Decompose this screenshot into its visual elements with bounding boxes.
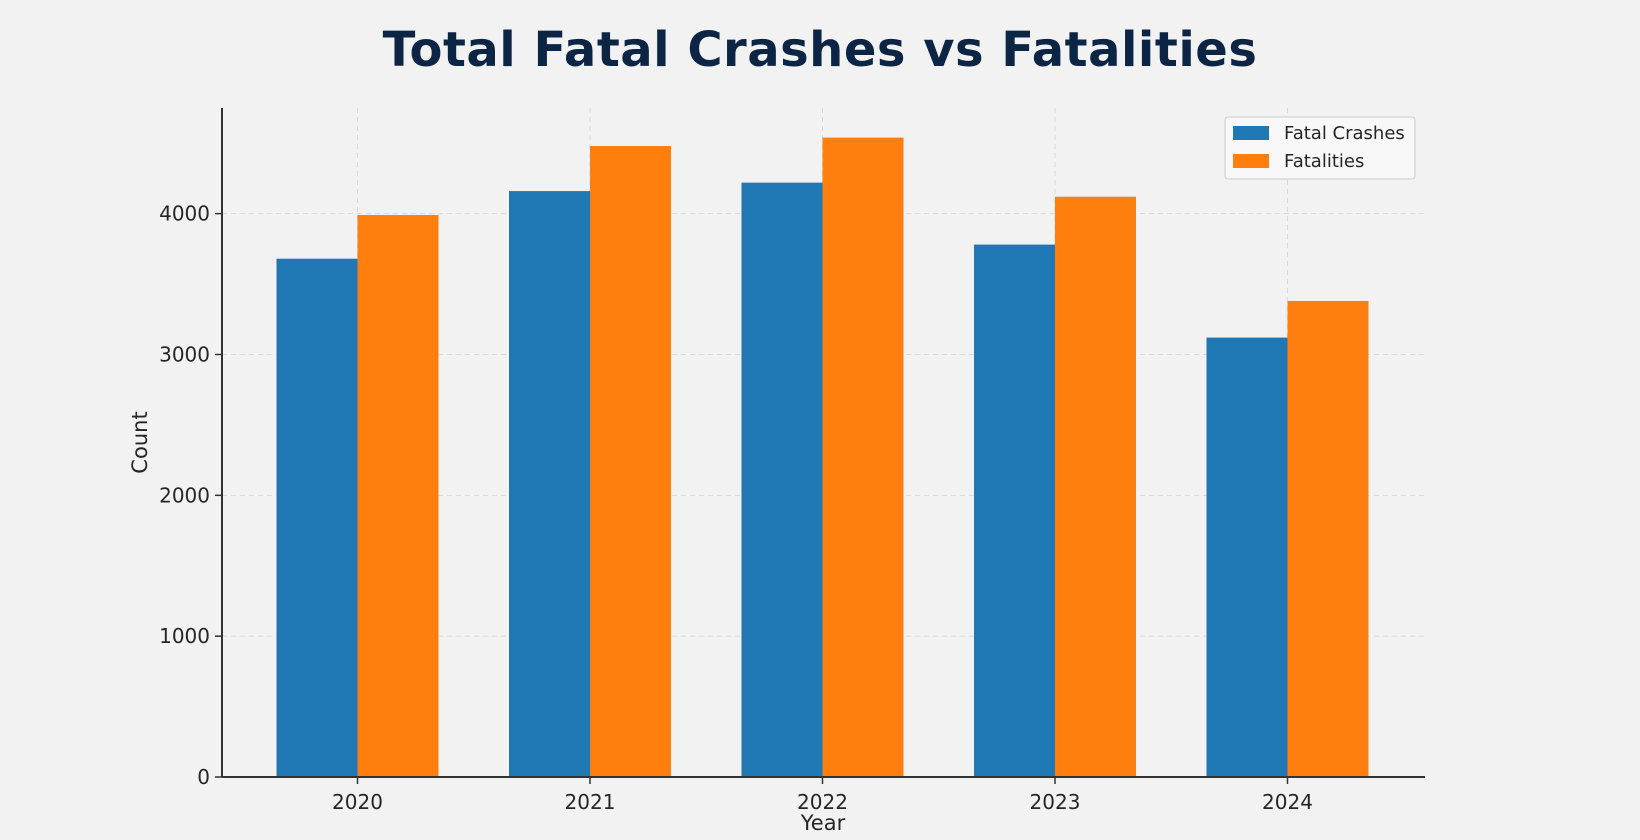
bar-fatalities-2024: [1287, 300, 1369, 777]
legend-frame: [1224, 116, 1416, 180]
bar-fatalities-2020: [357, 215, 439, 778]
x-ticks: 2020 2021 2022 2023 2024: [332, 777, 1313, 814]
bar-fatal-crashes-2020: [276, 258, 358, 777]
y-tick-label: 1000: [159, 624, 210, 648]
chart-title: Total Fatal Crashes vs Fatalities: [382, 22, 1258, 78]
bar-fatal-crashes-2023: [974, 244, 1055, 778]
legend: Fatal Crashes Fatalities: [1224, 116, 1416, 180]
bar-fatal-crashes-2022: [741, 182, 823, 778]
y-tick-label: 3000: [159, 342, 210, 366]
legend-swatch: [1233, 126, 1269, 140]
bar-fatal-crashes-2021: [509, 191, 590, 777]
x-tick-label: 2022: [797, 790, 848, 814]
bar-fatalities-2023: [1055, 196, 1136, 777]
y-tick-label: 2000: [159, 483, 210, 507]
bar-fatalities-2021: [590, 146, 671, 778]
bars-layer: [276, 137, 1369, 778]
x-tick-label: 2024: [1262, 790, 1313, 814]
x-tick-label: 2021: [565, 790, 616, 814]
x-tick-label: 2020: [332, 790, 383, 814]
y-tick-label: 4000: [159, 202, 210, 226]
bar-fatal-crashes-2024: [1206, 337, 1288, 777]
x-axis-label: Year: [800, 811, 846, 835]
bar-fatalities-2022: [822, 137, 904, 777]
legend-swatch: [1233, 154, 1269, 168]
legend-label: Fatal Crashes: [1284, 123, 1405, 144]
y-ticks: 0 1000 2000 3000 4000: [159, 202, 222, 789]
x-tick-label: 2023: [1030, 790, 1081, 814]
legend-label: Fatalities: [1284, 151, 1364, 172]
y-axis-label: Count: [128, 411, 152, 473]
y-tick-label: 0: [197, 765, 210, 789]
